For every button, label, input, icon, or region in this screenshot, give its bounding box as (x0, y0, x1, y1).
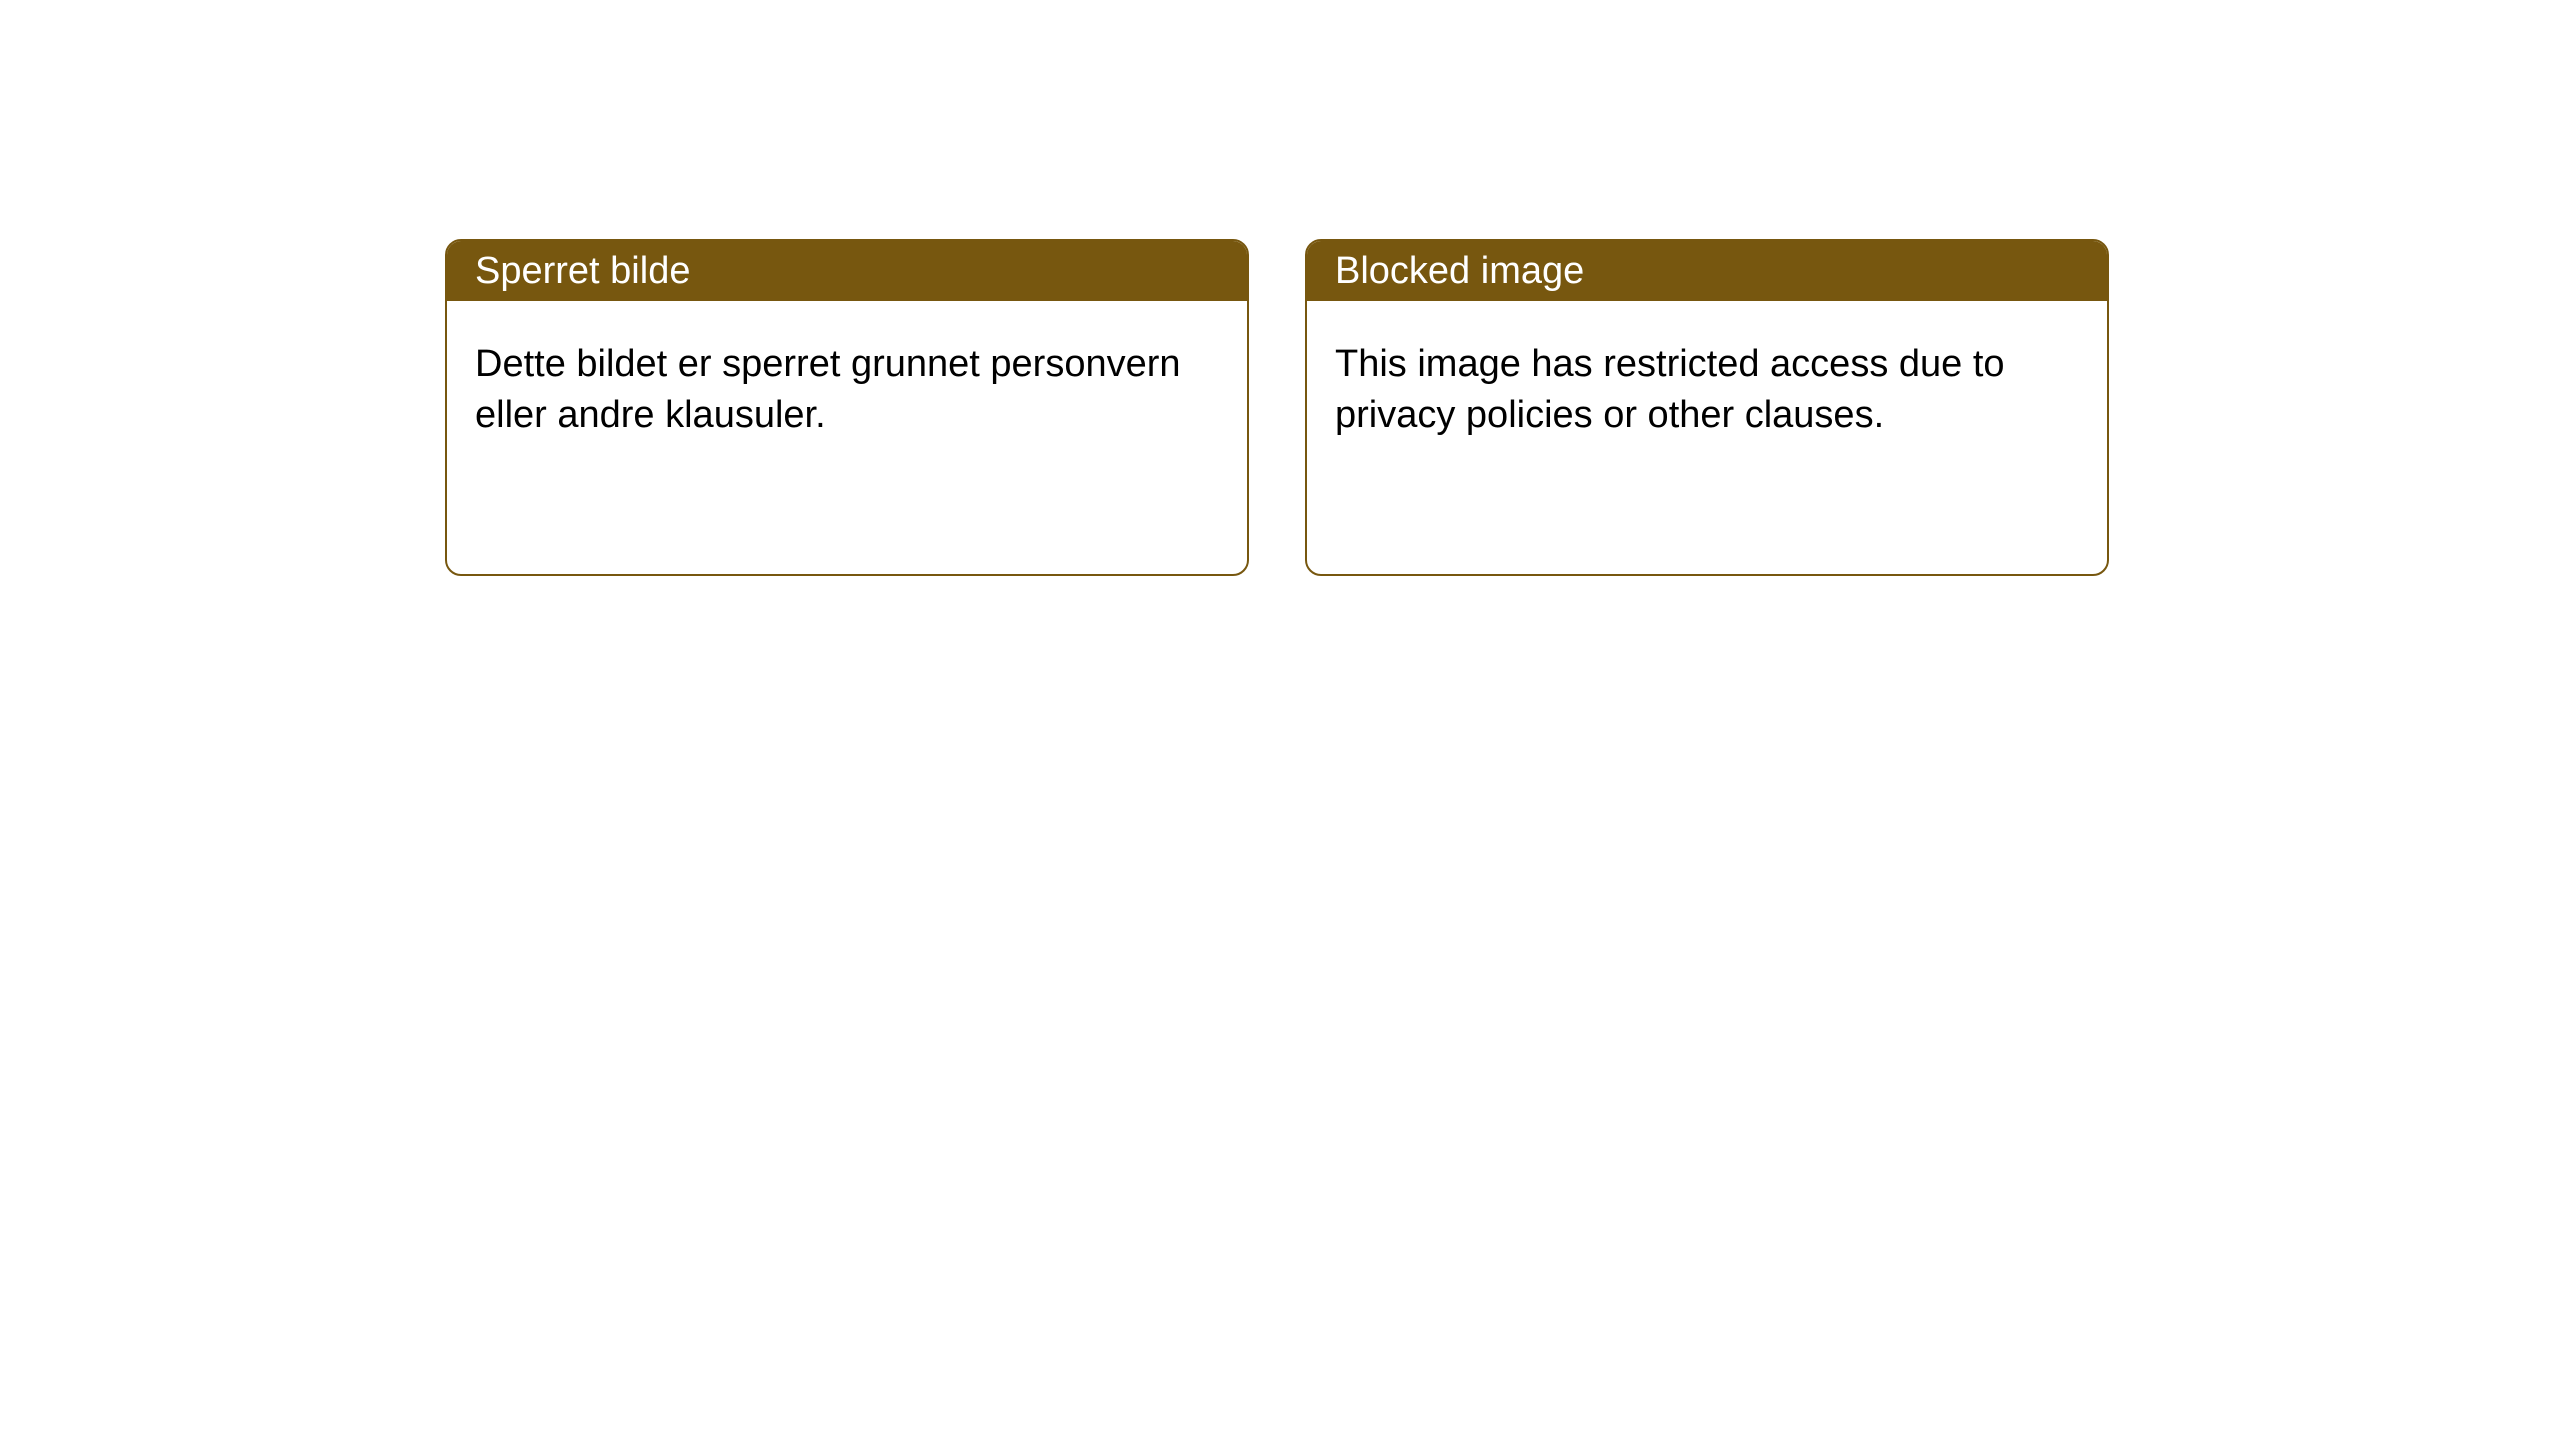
notice-card-text: This image has restricted access due to … (1335, 339, 2079, 442)
notice-card-no: Sperret bilde Dette bildet er sperret gr… (445, 239, 1249, 576)
notice-card-header: Sperret bilde (447, 241, 1247, 301)
notice-card-header: Blocked image (1307, 241, 2107, 301)
notice-card-text: Dette bildet er sperret grunnet personve… (475, 339, 1219, 442)
notice-card-en: Blocked image This image has restricted … (1305, 239, 2109, 576)
notice-container: Sperret bilde Dette bildet er sperret gr… (445, 239, 2109, 576)
notice-card-body: This image has restricted access due to … (1307, 301, 2107, 480)
notice-card-body: Dette bildet er sperret grunnet personve… (447, 301, 1247, 480)
notice-card-title: Sperret bilde (475, 250, 690, 293)
notice-card-title: Blocked image (1335, 250, 1584, 293)
